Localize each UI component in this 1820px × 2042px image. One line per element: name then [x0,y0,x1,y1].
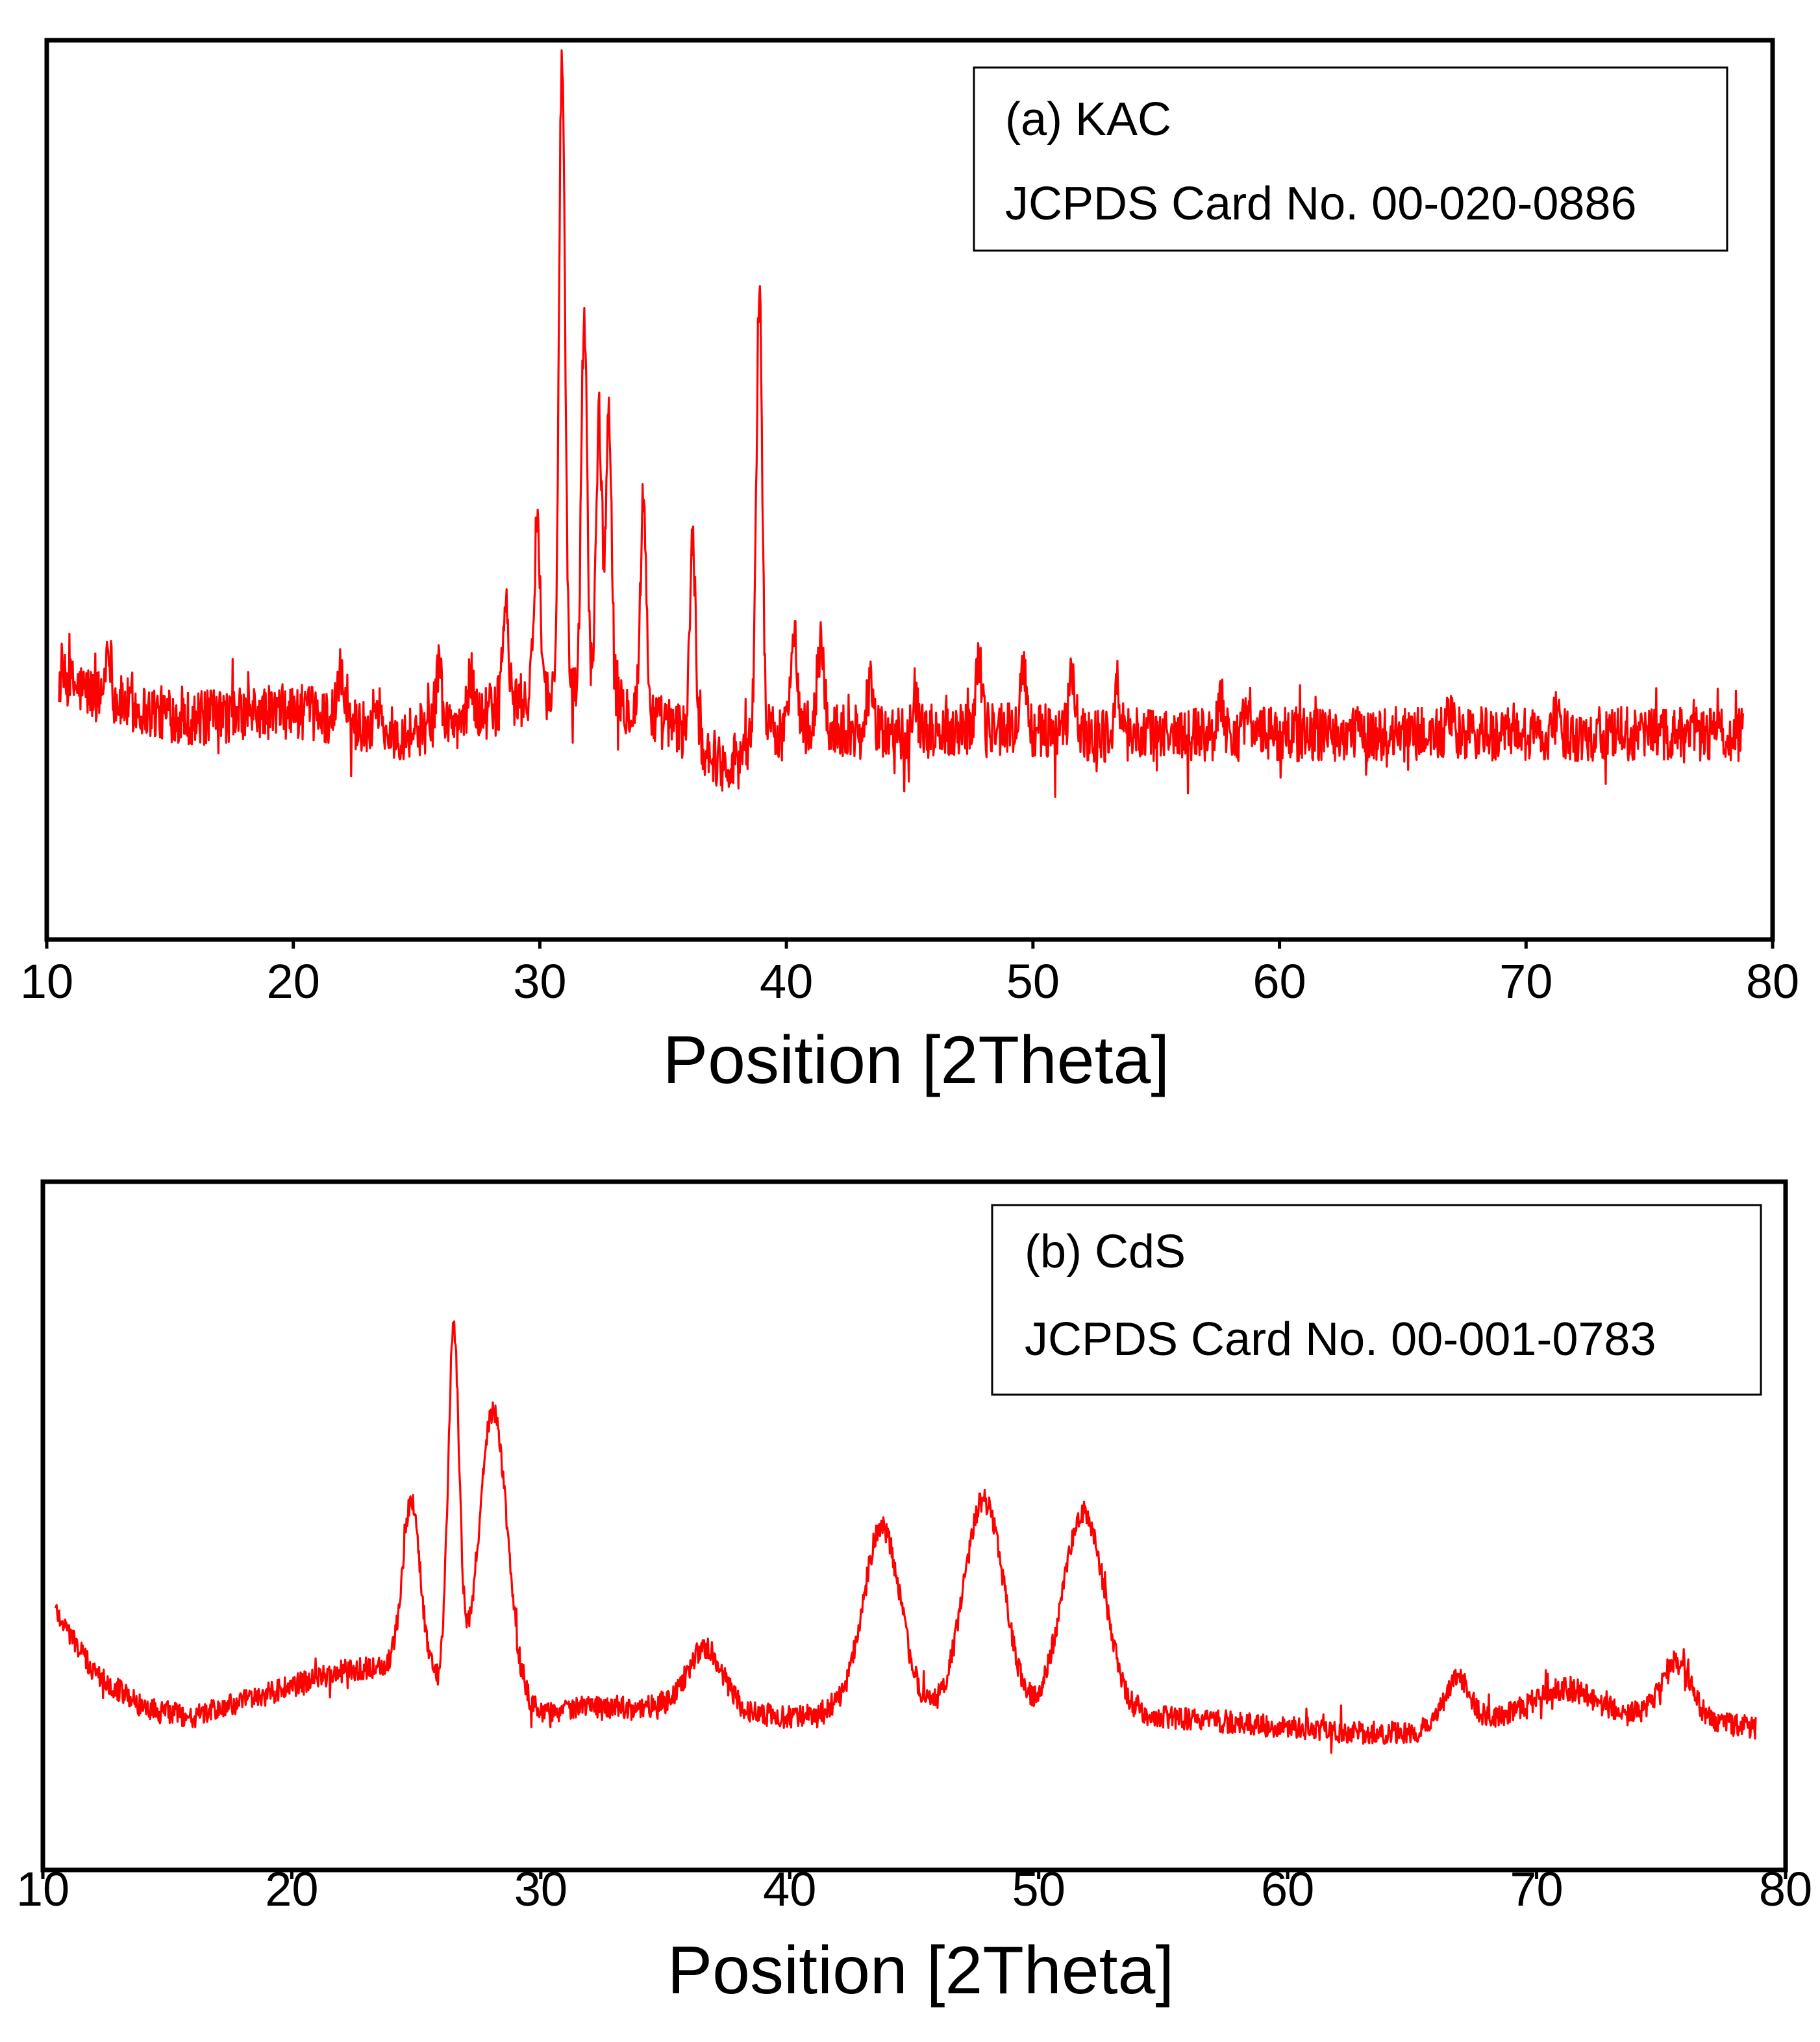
plot-frame [40,1179,1788,1873]
panel-a: 10 20 30 40 50 60 70 80 Position [2Theta] (a) KAC… [20,38,1799,1098]
x-axis-title: Position [2Theta] [667,1933,1174,2008]
x-tick-label: 50 [1006,954,1060,1008]
x-tick-label: 20 [267,954,320,1008]
plot-frame [44,38,1775,942]
x-tick-label: 60 [1261,1862,1314,1916]
legend-box [973,66,1728,252]
series-line-cds [54,1320,1757,1754]
x-tick-label: 60 [1253,954,1306,1008]
panel-b: 10 20 30 40 50 60 70 80 Position [2Theta] (b) CdS… [16,1179,1812,2008]
legend-sample-label: (a) KAC [1005,93,1171,145]
x-axis-title: Position [2Theta] [663,1023,1169,1098]
legend-jcpds-label: JCPDS Card No. 00-001-0783 [1025,1314,1656,1365]
legend-jcpds-label: JCPDS Card No. 00-020-0886 [1005,178,1637,230]
x-tick-label: 70 [1510,1862,1563,1916]
x-tick-label: 30 [513,954,566,1008]
x-tick-label: 10 [16,1862,69,1916]
x-tick-label: 80 [1759,1862,1812,1916]
series-line-kac [58,49,1744,798]
x-tick-label: 40 [760,954,813,1008]
x-tick-label: 30 [514,1862,567,1916]
x-tick-label: 10 [20,954,73,1008]
legend-box [991,1204,1762,1396]
legend: (a) KAC JCPDS Card No. 00-020-0886 [973,66,1728,252]
x-tick-label: 70 [1499,954,1552,1008]
x-tick-label: 20 [265,1862,318,1916]
x-tick-label: 50 [1012,1862,1066,1916]
x-tick-label: 40 [763,1862,816,1916]
legend-sample-label: (b) CdS [1025,1226,1186,1278]
legend: (b) CdS JCPDS Card No. 00-001-0783 [991,1204,1762,1396]
x-tick-label: 80 [1746,954,1799,1008]
